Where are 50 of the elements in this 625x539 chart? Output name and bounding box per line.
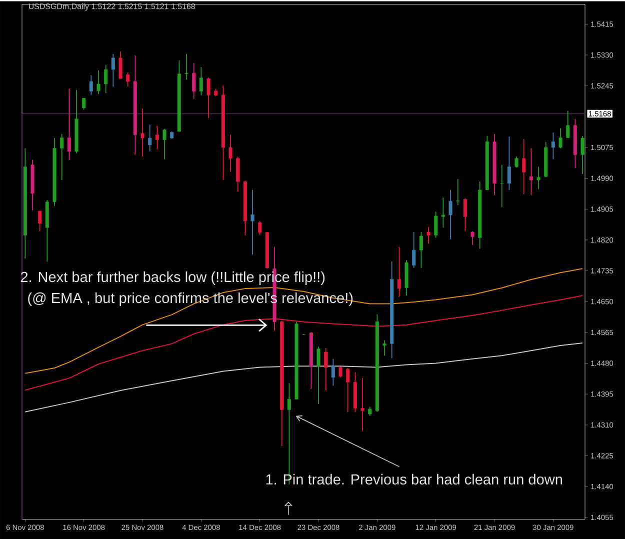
- candlestick: [529, 148, 533, 196]
- candlestick: [162, 128, 166, 160]
- candlestick: [96, 70, 100, 95]
- candlestick: [118, 50, 122, 79]
- candlestick: [199, 66, 203, 96]
- candlestick: [368, 406, 372, 416]
- candlestick: [140, 108, 144, 157]
- candlestick: [566, 110, 570, 138]
- candlestick: [397, 246, 401, 298]
- candlestick: [441, 196, 445, 228]
- candlestick: [558, 128, 562, 149]
- candlestick: [104, 64, 108, 94]
- candlestick: [412, 231, 416, 268]
- candlestick: [184, 53, 188, 80]
- candlestick: [60, 134, 64, 180]
- candlestick: [514, 156, 518, 168]
- candlestick: [82, 98, 86, 110]
- candlestick: [38, 210, 42, 232]
- candlestick: [419, 231, 423, 268]
- candlestick: [338, 366, 342, 378]
- candlestick: [126, 72, 130, 87]
- candlestick: [324, 347, 328, 391]
- candlestick: [470, 230, 474, 246]
- candlestick: [456, 178, 460, 206]
- line-series: [24, 342, 584, 412]
- candlestick: [228, 134, 232, 172]
- candlestick: [463, 198, 467, 232]
- candlestick: [360, 378, 364, 432]
- candlestick: [522, 138, 526, 195]
- candlestick: [155, 125, 159, 150]
- candlestick: [507, 136, 511, 190]
- candlestick: [206, 76, 210, 118]
- candlestick: [111, 53, 115, 87]
- candlestick: [580, 135, 584, 174]
- candlestick: [148, 124, 152, 152]
- candlestick: [426, 226, 430, 244]
- candlestick: [346, 367, 350, 413]
- candlestick: [536, 166, 540, 190]
- candlestick: [89, 74, 93, 96]
- candlestick: [250, 189, 254, 255]
- candlestick: [551, 132, 555, 160]
- candlestick: [331, 358, 335, 386]
- candlestick: [236, 156, 240, 192]
- candlestick: [192, 62, 196, 100]
- candlestick: [316, 346, 320, 404]
- candlestick: [382, 340, 386, 356]
- candlestick: [434, 211, 438, 238]
- candlestick: [258, 220, 262, 236]
- candlestick: [448, 189, 452, 240]
- candlestick: [67, 88, 71, 161]
